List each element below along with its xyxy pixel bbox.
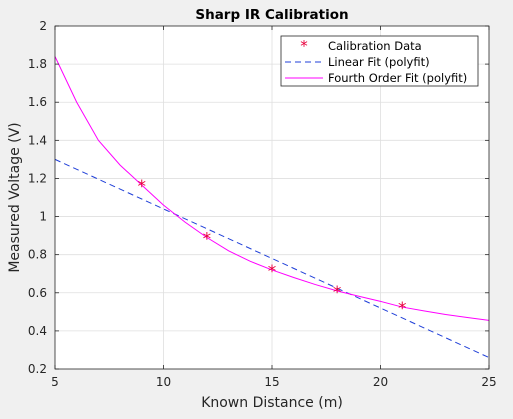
y-axis-label: Measured Voltage (V): [7, 122, 23, 272]
calibration-point: *: [203, 230, 212, 250]
y-tick-label: 2: [39, 19, 47, 33]
x-axis-label: Known Distance (m): [201, 395, 343, 411]
x-tick-label: 15: [264, 375, 279, 389]
chart-title: Sharp IR Calibration: [195, 7, 348, 23]
legend-label-linear: Linear Fit (polyfit): [328, 55, 430, 69]
y-tick-label: 1: [39, 210, 47, 224]
legend-label-calibration: Calibration Data: [328, 39, 422, 53]
y-tick-label: 1.6: [28, 95, 47, 109]
y-tick-label: 1.2: [28, 171, 47, 185]
y-tick-label: 0.6: [28, 286, 47, 300]
y-tick-label: 1.8: [28, 57, 47, 71]
x-tick-label: 10: [156, 375, 171, 389]
calibration-point: *: [333, 283, 342, 303]
calibration-point: *: [138, 177, 147, 197]
legend: * Calibration Data Linear Fit (polyfit) …: [280, 35, 479, 87]
x-tick-label: 5: [51, 375, 59, 389]
y-tick-label: 0.4: [28, 324, 47, 338]
calibration-point: *: [268, 262, 277, 282]
y-tick-label: 0.8: [28, 248, 47, 262]
y-tick-label: 0.2: [28, 362, 47, 376]
calibration-point: *: [398, 299, 407, 319]
legend-marker-calibration: *: [300, 37, 308, 55]
series-layer: * * * * *: [54, 56, 490, 359]
x-tick-label: 20: [373, 375, 388, 389]
x-tick-label: 25: [481, 375, 496, 389]
tick-layer: 5 10 15 20 25 0.2 0.4 0.6 0.8 1 1.2 1.4 1.6 1.8 2: [28, 19, 497, 389]
legend-label-fourth-order: Fourth Order Fit (polyfit): [328, 71, 467, 85]
y-tick-label: 1.4: [28, 133, 47, 147]
grid-layer: [55, 26, 489, 369]
series-line-2: [54, 56, 490, 321]
